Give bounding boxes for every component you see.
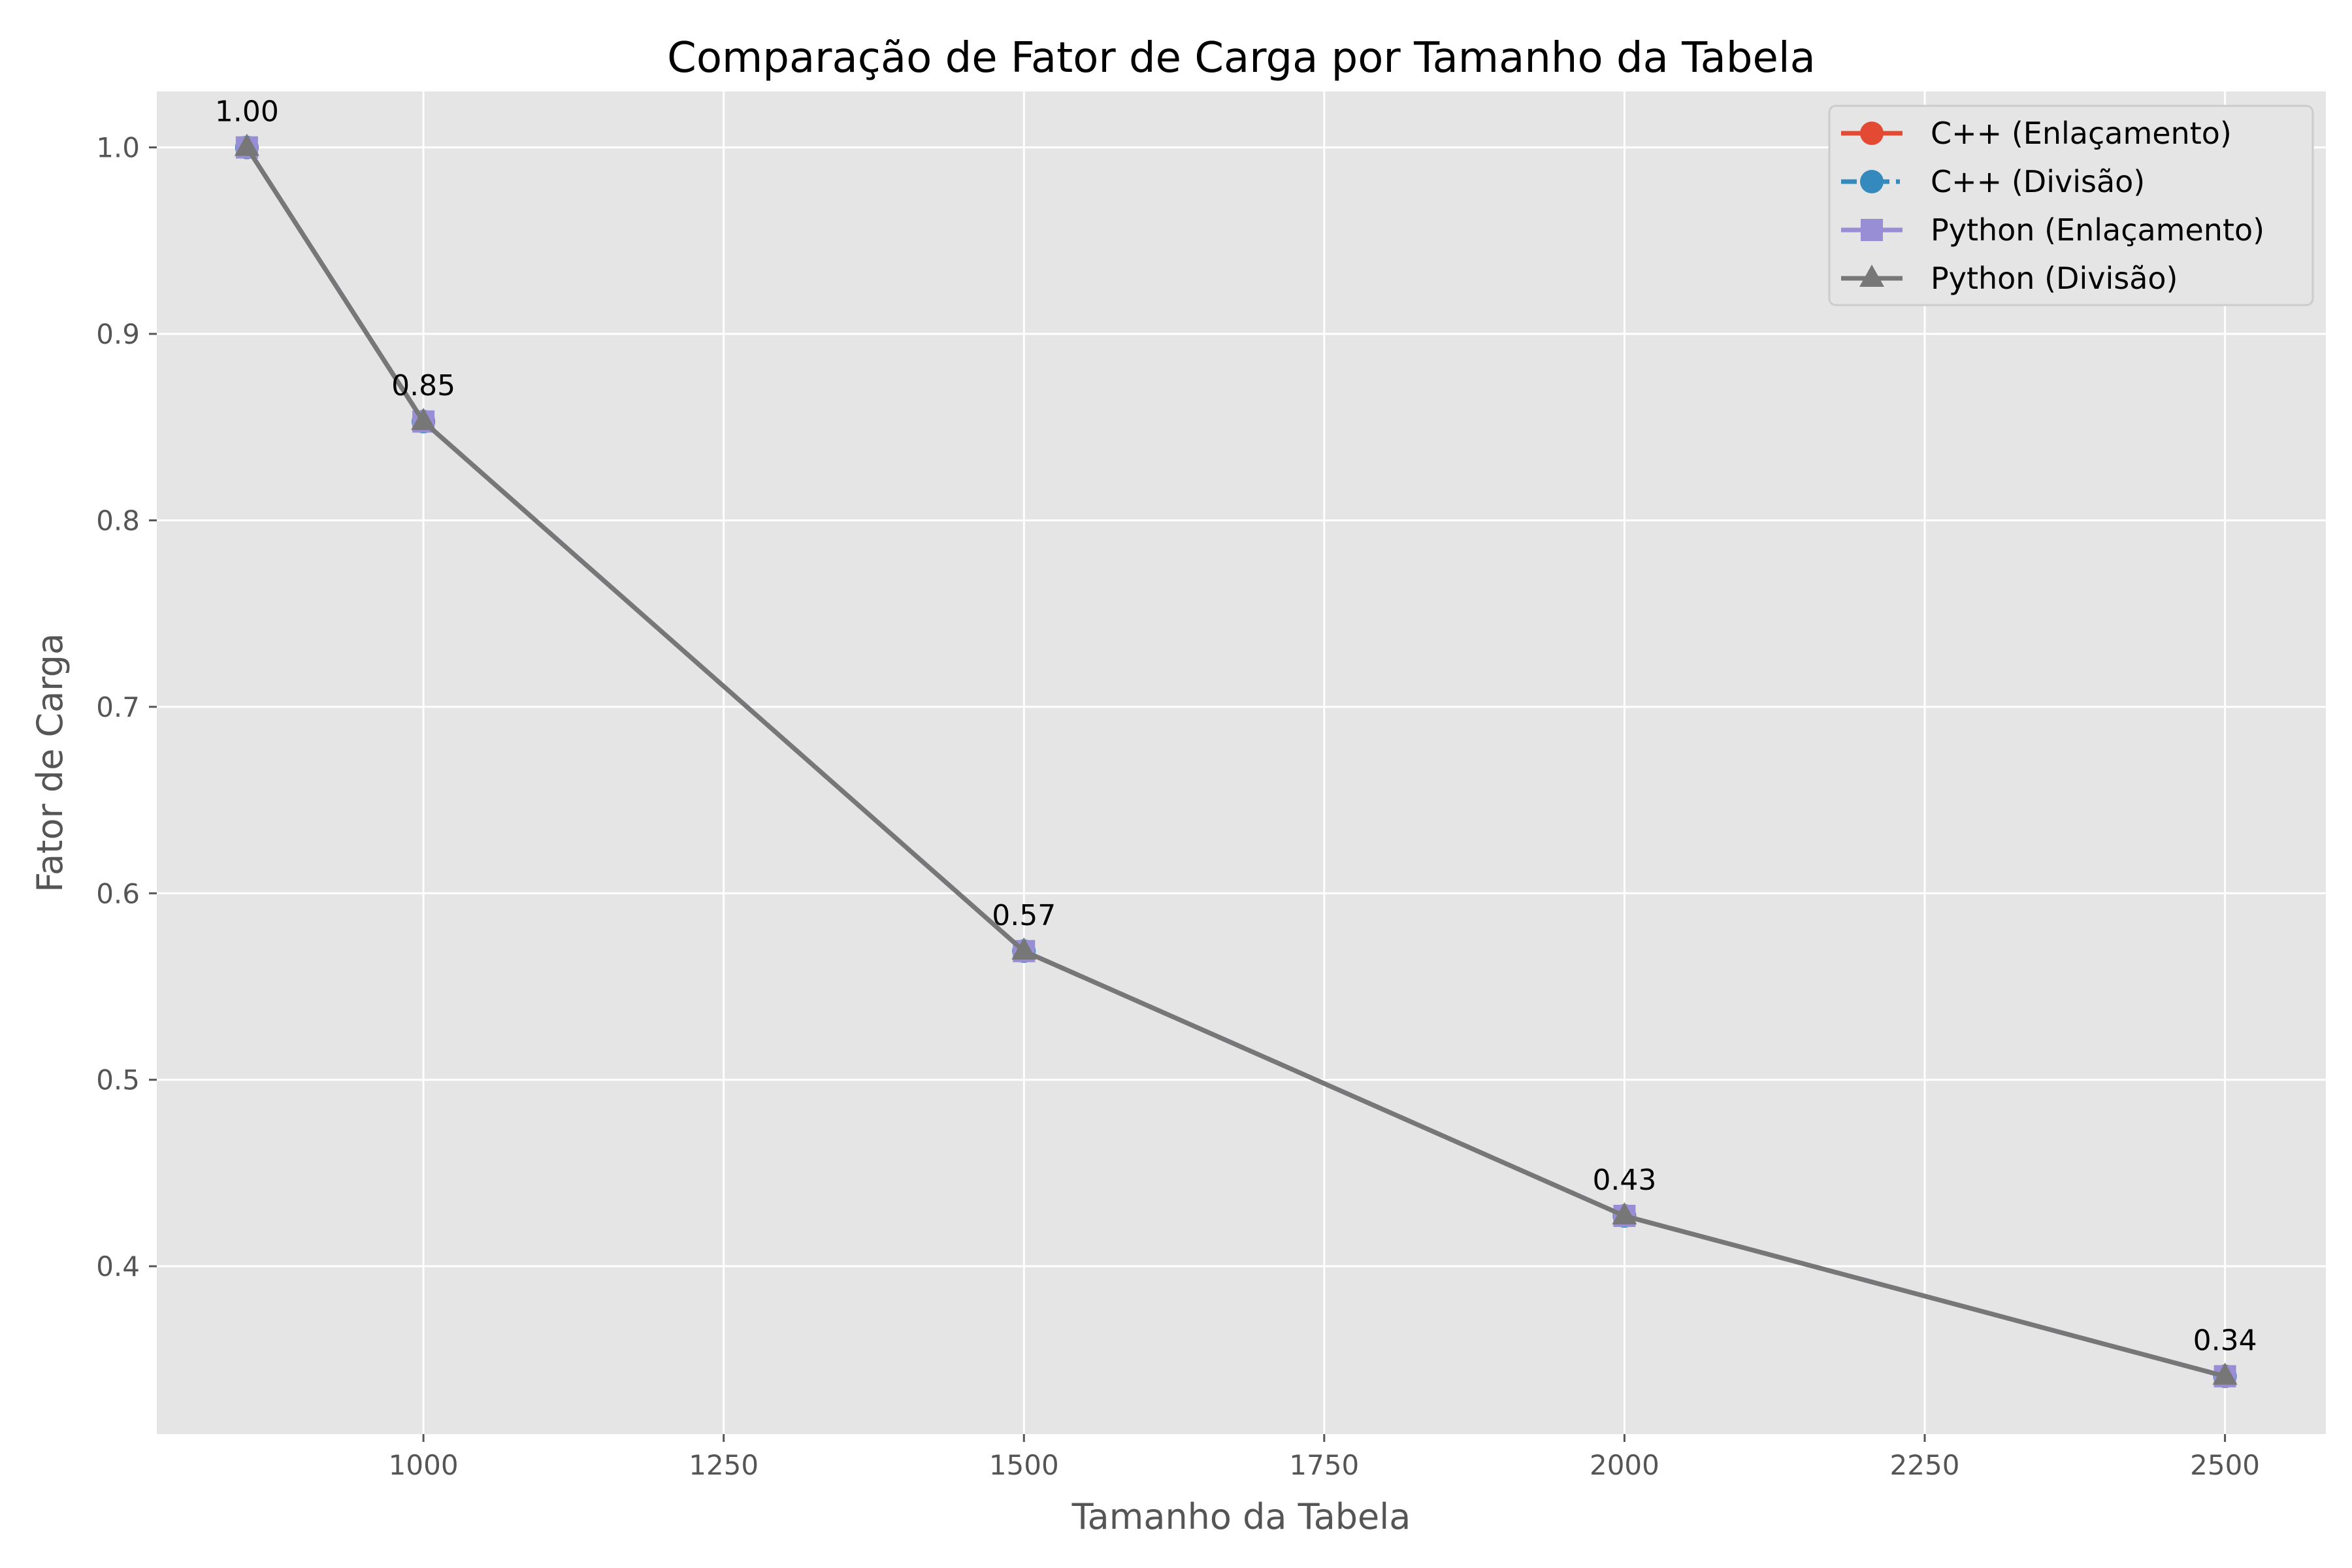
y-tick-label: 0.4 — [96, 1250, 140, 1282]
x-tick-label: 2500 — [2190, 1449, 2260, 1481]
y-tick-label: 0.5 — [96, 1064, 140, 1096]
x-tick-label: 2250 — [1890, 1449, 1960, 1481]
data-label: 1.00 — [215, 95, 279, 129]
data-point — [411, 408, 436, 431]
legend-item: C++ (Divisão) — [1841, 164, 2145, 199]
legend-label: C++ (Divisão) — [1931, 164, 2145, 199]
data-point — [1612, 1202, 1637, 1225]
series-layer — [234, 133, 2238, 1388]
y-tick-label: 1.0 — [96, 132, 140, 164]
data-point — [2212, 1362, 2238, 1385]
y-tick-label: 0.7 — [96, 691, 140, 723]
data-point — [1011, 937, 1037, 960]
x-tick-label: 1750 — [1289, 1449, 1359, 1481]
legend-marker — [1860, 122, 1884, 145]
legend-label: Python (Enlaçamento) — [1931, 212, 2264, 248]
series-4 — [234, 133, 2238, 1385]
legend-item: C++ (Enlaçamento) — [1841, 116, 2232, 151]
x-tick-label: 1500 — [989, 1449, 1059, 1481]
data-label: 0.34 — [2193, 1324, 2257, 1358]
chart-title: Comparação de Fator de Carga por Tamanho… — [667, 34, 1816, 82]
x-tick-label: 1000 — [389, 1449, 459, 1481]
legend-marker — [1860, 170, 1884, 193]
y-tick-label: 0.9 — [96, 318, 140, 350]
data-label: 0.43 — [1592, 1164, 1656, 1197]
legend-label: C++ (Enlaçamento) — [1931, 116, 2232, 151]
legend-marker — [1861, 219, 1883, 241]
data-label: 0.85 — [391, 369, 455, 402]
legend-marker — [1859, 265, 1884, 287]
y-tick-label: 0.6 — [96, 877, 140, 909]
legend-item: Python (Enlaçamento) — [1841, 212, 2264, 248]
data-labels: 1.00 0.85 0.57 0.43 0.34 — [215, 95, 2257, 1358]
x-axis-label: Tamanho da Tabela — [1071, 1496, 1411, 1537]
legend: C++ (Enlaçamento) C++ (Divisão) Python (En… — [1828, 105, 2314, 306]
x-tick-label: 2000 — [1590, 1449, 1659, 1481]
grid-lines — [157, 91, 2326, 1434]
data-point — [234, 133, 259, 156]
x-tick-label: 1250 — [689, 1449, 759, 1481]
plot-area — [157, 91, 2326, 1434]
data-label: 0.57 — [992, 899, 1056, 932]
y-axis-label: Fator de Carga — [29, 633, 71, 892]
legend-label: Python (Divisão) — [1931, 261, 2178, 296]
legend-item: Python (Divisão) — [1841, 261, 2178, 296]
tick-labels: 1000 1250 1500 1750 2000 2250 2500 0.4 0.5 0.6 0.7… — [96, 132, 2260, 1481]
y-tick-label: 0.8 — [96, 504, 140, 536]
legend-box — [1828, 105, 2314, 306]
